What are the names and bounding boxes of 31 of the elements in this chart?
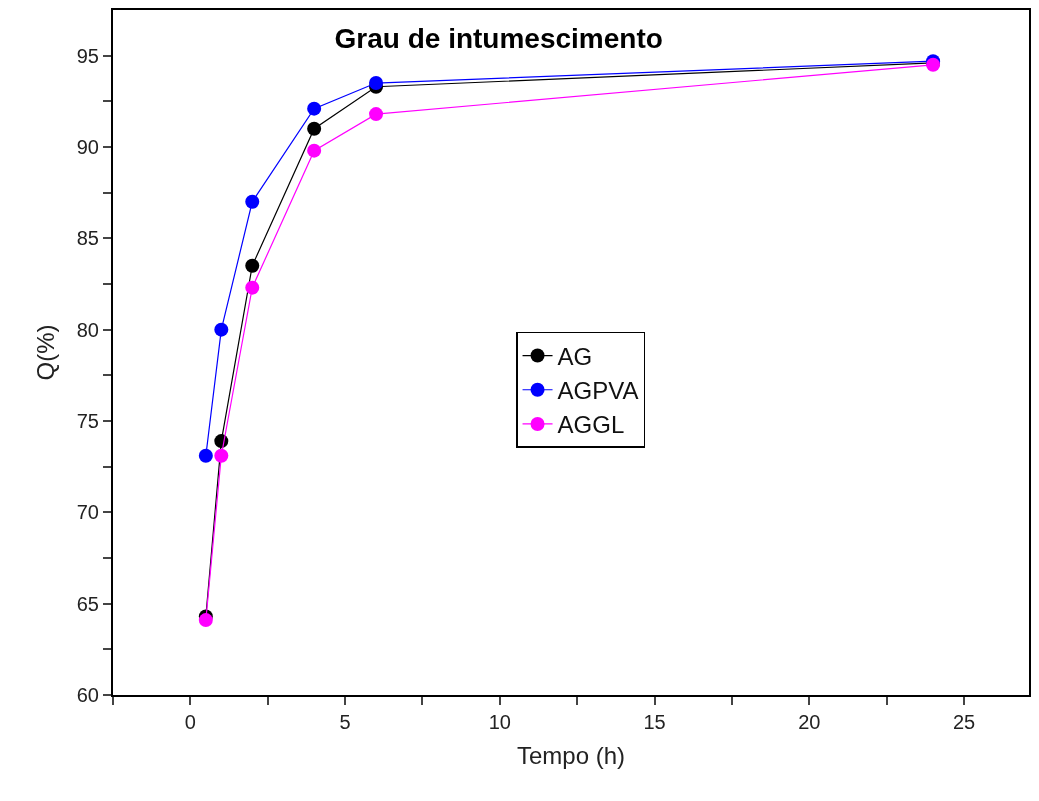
x-tick-label: 20 [798, 711, 821, 733]
x-tick-label: 15 [643, 711, 666, 733]
y-tick-label: 60 [76, 684, 99, 706]
y-tick-label: 70 [76, 501, 99, 524]
x-tick-label: 5 [339, 711, 351, 733]
y-tick-label: 80 [76, 318, 99, 341]
point [198, 613, 213, 628]
point [198, 448, 213, 463]
x-tick-label: 10 [488, 711, 511, 733]
point [214, 322, 229, 337]
point [245, 258, 260, 273]
y-tick-label: 75 [76, 410, 99, 432]
point [245, 194, 260, 209]
point [307, 121, 322, 136]
x-tick-label: 0 [184, 711, 196, 733]
legend-label: AGPVA [557, 377, 639, 405]
legend-label: AGGL [557, 411, 625, 439]
point [214, 448, 229, 463]
legend-label: AG [557, 342, 593, 370]
x-tick-label: 25 [952, 711, 976, 733]
y-tick-label: 65 [76, 592, 99, 615]
point [369, 107, 384, 122]
point [307, 143, 322, 158]
y-tick-label: 90 [76, 136, 99, 158]
point [245, 280, 260, 295]
text: Grau de intumescimento [334, 22, 663, 54]
y-tick-label: 85 [76, 227, 99, 250]
point [307, 101, 322, 116]
x-axis-title: Tempo (h) [516, 741, 626, 769]
y-axis-title: Q(%) [32, 324, 60, 381]
y-tick-label: 95 [76, 44, 99, 67]
